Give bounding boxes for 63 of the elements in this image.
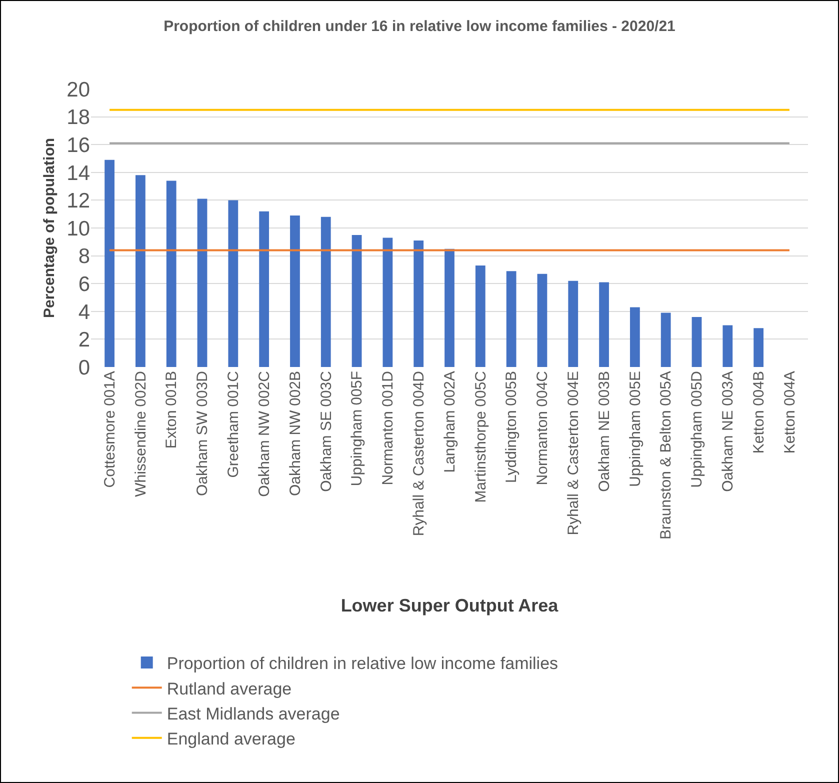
x-tick-label: Langham 002A — [441, 371, 458, 473]
bar — [320, 216, 331, 367]
x-tick-label: Normanton 004C — [534, 370, 552, 486]
legend-label: Proportion of children in relative low income families — [166, 654, 558, 674]
y-tick-label: 8 — [78, 245, 90, 268]
y-tick-label: 4 — [78, 300, 90, 324]
x-tick-label: Uppingham 005F — [348, 371, 366, 486]
bar — [136, 175, 146, 367]
bar — [692, 316, 702, 367]
y-axis-title: Percentage of population — [40, 138, 58, 318]
bar — [290, 215, 300, 367]
bar — [228, 200, 238, 367]
x-tick-label: Normanton 001D — [380, 370, 397, 486]
chart-title: Proportion of children under 16 in relative low income families - 2020/21 — [164, 18, 676, 36]
bar — [722, 325, 733, 367]
legend-label: England average — [166, 729, 296, 748]
x-tick-label: Oakham NW 002B — [286, 371, 304, 496]
x-axis-title: Lower Super Output Area — [340, 596, 560, 616]
bar — [259, 211, 270, 367]
bar — [630, 307, 640, 367]
x-tick-label: Exton 001B — [163, 371, 180, 449]
x-tick-label: Uppingham 005D — [688, 370, 706, 488]
bar — [382, 238, 393, 367]
bar — [475, 266, 486, 367]
x-tick-label: Braunston & Belton 005A — [658, 371, 675, 540]
y-tick-label: 20 — [66, 78, 90, 102]
bar — [537, 274, 548, 367]
y-tick-label: 2 — [78, 328, 90, 352]
x-tick-label: Ketton 004B — [750, 371, 768, 454]
x-tick-label: Oakham SE 003C — [318, 370, 335, 492]
y-tick-label: 6 — [78, 272, 90, 296]
y-tick-label: 12 — [66, 190, 90, 213]
bar — [754, 328, 764, 367]
y-tick-label: 10 — [66, 217, 90, 240]
y-tick-label: 16 — [66, 134, 90, 157]
y-tick-label: 18 — [66, 106, 90, 130]
x-tick-label: Cottesmore 001A — [101, 371, 118, 488]
bar — [660, 312, 671, 367]
bar — [414, 240, 424, 367]
x-tick-label: Greetham 001C — [225, 370, 242, 478]
x-tick-label: Oakham NW 002C — [256, 370, 273, 497]
bar — [352, 234, 362, 367]
x-tick-label: Ryhall & Casterton 004D — [410, 370, 428, 536]
bar — [197, 198, 208, 367]
x-tick-label: Ketton 004A — [781, 371, 798, 454]
bar — [599, 282, 609, 367]
x-tick-label: Whissendine 002D — [132, 370, 150, 497]
bar — [166, 180, 176, 367]
x-tick-label: Oakham NE 003B — [596, 371, 613, 492]
bar — [506, 271, 516, 367]
y-tick-label: 0 — [78, 356, 90, 380]
bar — [104, 160, 114, 367]
legend-label: Rutland average — [166, 679, 292, 698]
bar — [568, 280, 578, 367]
legend-label: East Midlands average — [166, 704, 340, 724]
x-tick-label: Oakham SW 003D — [194, 370, 212, 496]
x-tick-label: Uppingham 005E — [626, 371, 644, 487]
y-tick-label: 14 — [66, 162, 90, 185]
x-tick-label: Martinsthorpe 005C — [472, 370, 490, 503]
x-tick-label: Oakham NE 003A — [720, 371, 737, 492]
x-tick-label: Lyddington 005B — [503, 371, 520, 484]
bar — [444, 248, 454, 367]
x-tick-label: Ryhall & Casterton 004E — [564, 371, 582, 536]
